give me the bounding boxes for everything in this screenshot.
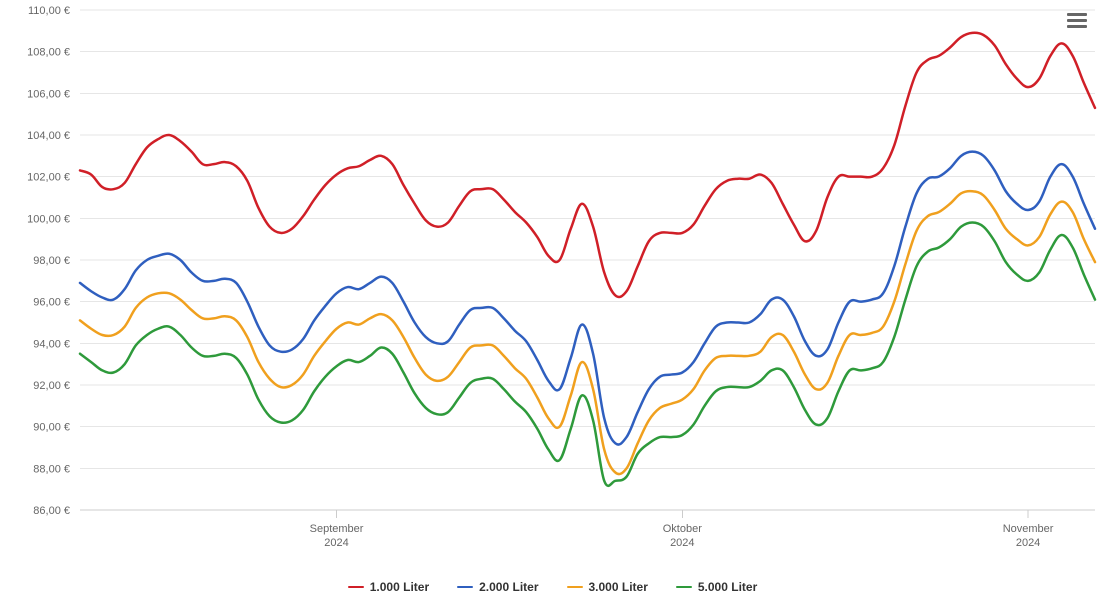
svg-text:92,00 €: 92,00 € [33,380,70,392]
svg-text:November: November [1003,523,1054,535]
legend-swatch [457,586,473,589]
legend-item-s3[interactable]: 3.000 Liter [567,580,648,594]
svg-text:98,00 €: 98,00 € [33,255,70,267]
svg-text:September: September [310,523,364,535]
legend-label: 5.000 Liter [698,580,757,594]
svg-text:100,00 €: 100,00 € [27,213,70,225]
svg-text:86,00 €: 86,00 € [33,505,70,517]
svg-text:104,00 €: 104,00 € [27,130,70,142]
svg-text:Oktober: Oktober [663,523,702,535]
legend-label: 1.000 Liter [370,580,429,594]
series-line-s4 [80,223,1095,486]
legend-item-s4[interactable]: 5.000 Liter [676,580,757,594]
svg-text:102,00 €: 102,00 € [27,172,70,184]
series-line-s1 [80,33,1095,297]
svg-text:96,00 €: 96,00 € [33,297,70,309]
chart-svg: 86,00 € 88,00 € 90,00 € 92,00 € 94,00 € 96,00… [0,0,1105,602]
svg-text:94,00 €: 94,00 € [33,338,70,350]
svg-text:90,00 €: 90,00 € [33,422,70,434]
legend-swatch [567,586,583,589]
legend-swatch [676,586,692,589]
svg-text:110,00 €: 110,00 € [28,5,70,17]
legend-label: 3.000 Liter [589,580,648,594]
legend-item-s1[interactable]: 1.000 Liter [348,580,429,594]
chart-menu-icon[interactable] [1067,10,1087,28]
legend-swatch [348,586,364,589]
svg-text:88,00 €: 88,00 € [33,463,70,475]
svg-text:108,00 €: 108,00 € [27,47,70,59]
svg-text:2024: 2024 [324,537,348,549]
chart-legend: 1.000 Liter 2.000 Liter 3.000 Liter 5.000 L… [0,577,1105,594]
heating-oil-price-chart: 86,00 € 88,00 € 90,00 € 92,00 € 94,00 € 96,00… [0,0,1105,602]
legend-item-s2[interactable]: 2.000 Liter [457,580,538,594]
svg-text:2024: 2024 [1016,537,1040,549]
svg-text:106,00 €: 106,00 € [27,88,70,100]
svg-text:2024: 2024 [670,537,694,549]
legend-label: 2.000 Liter [479,580,538,594]
